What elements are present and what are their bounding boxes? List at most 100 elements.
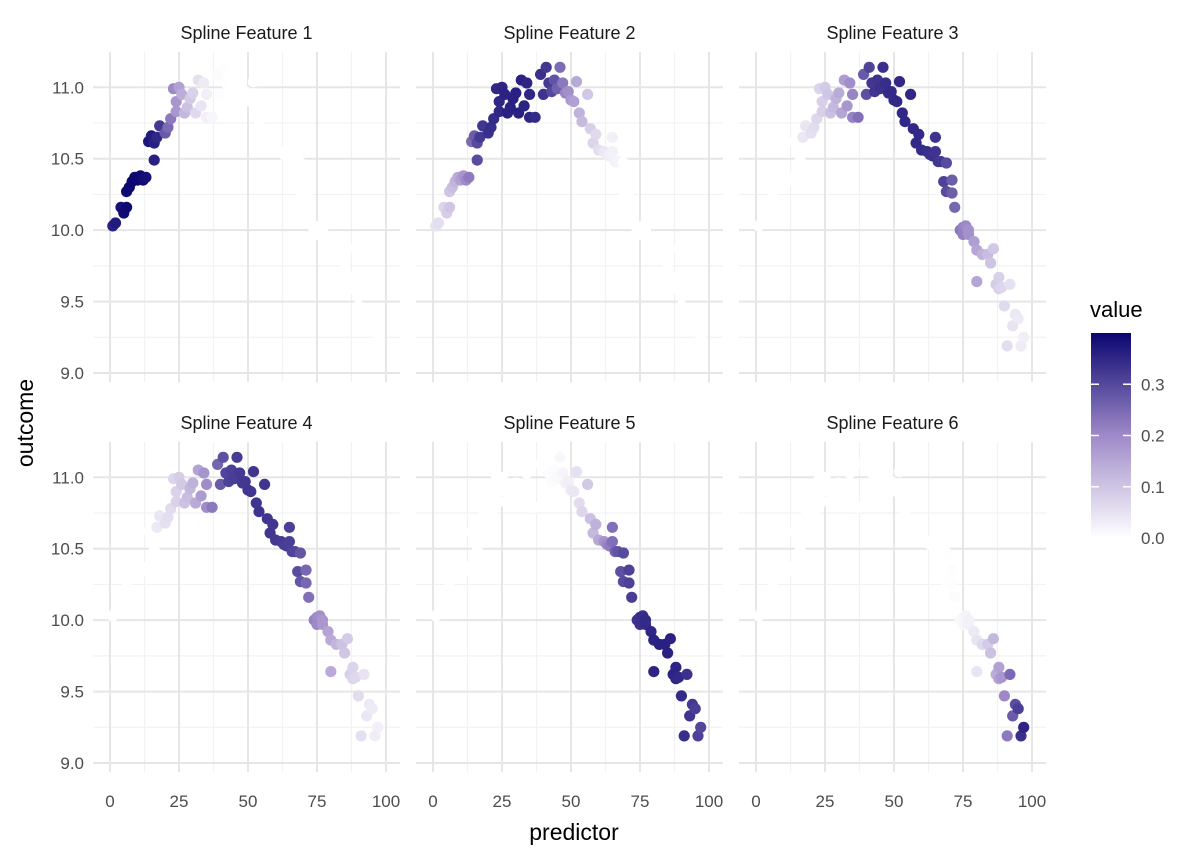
data-point xyxy=(267,518,279,531)
data-point xyxy=(692,730,704,742)
data-point xyxy=(1018,331,1030,343)
data-point xyxy=(896,497,908,509)
data-point xyxy=(148,154,160,166)
x-tick-label: 50 xyxy=(239,792,258,811)
data-point xyxy=(568,96,580,108)
data-point xyxy=(518,100,530,112)
data-point xyxy=(540,451,552,463)
data-point xyxy=(623,187,635,199)
data-point xyxy=(339,257,351,269)
data-point xyxy=(645,626,657,638)
data-point xyxy=(822,478,834,490)
data-point xyxy=(968,236,980,248)
data-point xyxy=(529,501,541,513)
data-point xyxy=(885,86,897,98)
data-point xyxy=(844,77,856,89)
facet-title: Spline Feature 3 xyxy=(826,23,958,43)
data-point xyxy=(985,647,997,659)
facet-panels: Spline Feature 1 Spline Feature 2 Spline F… xyxy=(93,23,1046,772)
data-point xyxy=(181,101,193,113)
data-point xyxy=(510,87,522,99)
data-point xyxy=(913,128,925,140)
data-point xyxy=(187,477,199,489)
data-point xyxy=(670,271,682,283)
x-tick-label: 25 xyxy=(170,792,189,811)
data-point xyxy=(557,77,569,89)
data-point xyxy=(891,96,903,108)
data-point xyxy=(678,340,690,352)
data-point xyxy=(767,591,779,603)
data-point xyxy=(239,476,251,488)
data-point xyxy=(283,146,295,158)
legend-tick-label: 0.0 xyxy=(1141,529,1165,548)
data-point xyxy=(576,506,588,518)
data-point xyxy=(847,478,859,490)
data-point xyxy=(816,496,828,508)
data-point xyxy=(1018,721,1030,733)
data-point xyxy=(797,131,809,143)
data-point xyxy=(993,661,1005,673)
facet-panel-5: Spline Feature 5 xyxy=(416,413,723,772)
data-point xyxy=(623,564,635,576)
data-point xyxy=(162,511,174,523)
data-point xyxy=(524,478,536,490)
data-point xyxy=(372,721,384,733)
data-point xyxy=(250,497,262,509)
data-point xyxy=(985,257,997,269)
facet-panel-4: Spline Feature 4 xyxy=(93,413,400,772)
data-point xyxy=(623,577,635,589)
data-point xyxy=(292,566,304,578)
data-point xyxy=(201,478,213,490)
legend-title: value xyxy=(1090,297,1143,322)
data-point xyxy=(852,501,864,513)
data-point xyxy=(499,478,511,490)
data-point xyxy=(121,201,133,213)
data-point xyxy=(521,77,533,89)
data-point xyxy=(949,201,961,213)
data-point xyxy=(623,174,635,186)
data-point xyxy=(929,131,942,143)
data-point xyxy=(880,467,892,479)
data-point xyxy=(554,61,566,73)
data-point xyxy=(893,76,906,88)
data-point xyxy=(827,491,839,503)
data-point xyxy=(971,276,983,288)
data-point xyxy=(259,478,271,490)
data-point xyxy=(885,476,897,488)
x-tick-label: 100 xyxy=(695,792,723,811)
facet-points xyxy=(753,61,1030,352)
data-point xyxy=(816,106,828,118)
facet-panel-2: Spline Feature 2 xyxy=(416,23,723,382)
facet-panel-1: Spline Feature 1 xyxy=(93,23,400,382)
legend-tick-label: 0.1 xyxy=(1141,478,1165,497)
data-point xyxy=(905,88,917,100)
data-point xyxy=(794,544,806,556)
x-tick-label: 100 xyxy=(372,792,400,811)
data-point xyxy=(292,176,304,188)
y-tick-label: 9.5 xyxy=(60,293,84,312)
data-point xyxy=(1004,278,1016,290)
x-tick-label: 75 xyxy=(954,792,973,811)
data-point xyxy=(929,536,942,548)
data-point xyxy=(176,88,188,100)
facet-panel-3: Spline Feature 3 xyxy=(739,23,1046,382)
facet-points xyxy=(430,451,707,742)
data-point xyxy=(474,521,486,533)
data-point xyxy=(529,111,541,123)
data-point xyxy=(259,88,271,100)
data-point xyxy=(570,466,583,478)
data-point xyxy=(369,340,381,352)
y-tick-label: 11.0 xyxy=(52,468,84,487)
data-point xyxy=(493,106,505,118)
data-point xyxy=(1001,340,1013,352)
data-point xyxy=(844,467,856,479)
facet-title: Spline Feature 6 xyxy=(826,413,958,433)
data-point xyxy=(880,77,892,89)
data-point xyxy=(562,86,574,98)
data-point xyxy=(590,128,602,140)
facet-title: Spline Feature 4 xyxy=(180,413,312,433)
facet-grid xyxy=(416,442,723,772)
data-point xyxy=(841,100,853,112)
data-point xyxy=(617,157,630,169)
